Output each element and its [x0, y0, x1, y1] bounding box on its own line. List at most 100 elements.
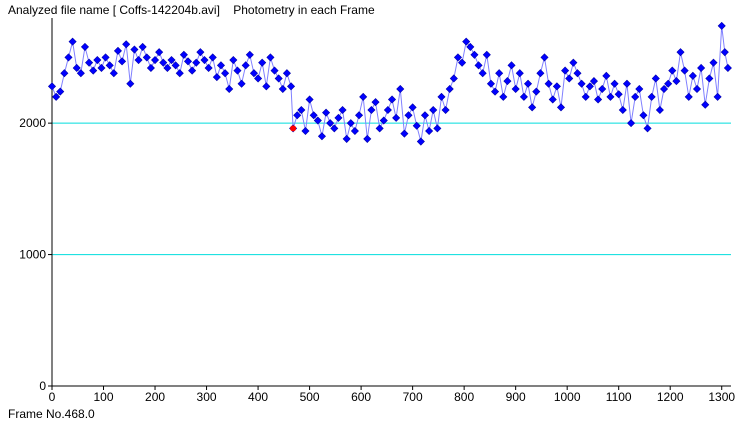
data-point	[270, 66, 279, 75]
data-point	[76, 69, 85, 78]
data-point	[408, 103, 417, 112]
data-point	[688, 71, 697, 80]
data-point	[577, 79, 586, 88]
data-point	[692, 84, 702, 93]
data-point	[412, 121, 421, 130]
data-point	[466, 42, 475, 51]
data-point	[175, 69, 184, 78]
x-tick-label: 1100	[606, 390, 632, 404]
data-point	[371, 98, 380, 107]
y-tick-labels: 0 1000 2000	[19, 116, 46, 393]
data-point	[330, 124, 339, 133]
series-line	[51, 25, 729, 142]
data-point	[664, 79, 673, 88]
data-point	[225, 84, 234, 93]
data-point	[266, 53, 275, 62]
data-point	[404, 111, 413, 120]
data-point	[313, 116, 322, 125]
x-tick-label: 100	[94, 390, 114, 404]
data-point	[142, 53, 151, 62]
data-point	[68, 37, 77, 46]
data-point	[631, 92, 640, 101]
data-point	[52, 92, 61, 101]
data-point	[171, 61, 180, 70]
data-point	[668, 66, 677, 75]
data-point	[109, 69, 118, 78]
data-point	[643, 124, 652, 133]
x-tick-label: 1000	[554, 390, 581, 404]
x-tick-label: 500	[300, 390, 320, 404]
data-point	[651, 74, 660, 83]
data-point	[105, 61, 114, 70]
data-point	[720, 48, 729, 57]
data-point	[458, 58, 467, 67]
data-point	[392, 113, 401, 122]
data-point	[536, 69, 545, 78]
data-point	[342, 134, 351, 143]
data-point	[627, 119, 636, 128]
grid-lines	[52, 122, 731, 256]
data-point	[179, 50, 188, 59]
data-point	[122, 40, 131, 49]
chart-title: Analyzed file name [ Coffs-142204b.avi] …	[8, 3, 375, 17]
x-tick-label: 1300	[708, 390, 735, 404]
data-point	[556, 103, 566, 112]
x-tick-label: 800	[454, 390, 474, 404]
data-point	[155, 48, 164, 57]
data-point	[146, 63, 155, 72]
series-markers	[47, 21, 732, 146]
data-point	[449, 74, 458, 83]
data-point	[528, 103, 537, 112]
data-point	[594, 95, 603, 104]
x-tick-label: 600	[351, 390, 371, 404]
data-point	[93, 56, 102, 65]
data-point	[64, 53, 73, 62]
x-tick-label: 200	[145, 390, 165, 404]
y-tick-label: 2000	[19, 116, 46, 130]
data-point	[565, 74, 574, 83]
x-tick-label: 1200	[657, 390, 684, 404]
highlight-layer	[290, 125, 297, 132]
data-point	[676, 48, 685, 57]
data-point	[441, 105, 450, 115]
current-frame-point	[290, 125, 297, 132]
data-point	[293, 111, 302, 120]
data-point	[85, 58, 94, 67]
y-tick-label: 0	[39, 379, 46, 393]
data-point	[544, 79, 553, 88]
data-point	[130, 45, 139, 54]
data-point	[72, 63, 81, 72]
data-point	[379, 116, 388, 125]
data-point	[622, 79, 631, 88]
x-tick-label: 300	[197, 390, 217, 404]
data-point	[375, 124, 384, 133]
data-point	[635, 84, 644, 93]
x-tick-label: 0	[49, 390, 56, 404]
data-point	[309, 111, 318, 120]
data-point	[126, 79, 135, 88]
data-point	[221, 69, 230, 78]
data-point	[258, 58, 267, 67]
data-point	[705, 74, 714, 83]
data-point	[363, 134, 372, 143]
data-point	[229, 56, 238, 65]
data-point	[274, 74, 283, 83]
data-point	[420, 111, 430, 120]
data-point	[606, 92, 615, 101]
data-point	[598, 84, 607, 93]
data-point	[515, 69, 524, 78]
data-point	[208, 53, 217, 62]
data-point	[305, 95, 314, 104]
data-point	[602, 71, 611, 80]
data-point	[491, 87, 500, 96]
data-point	[713, 92, 722, 101]
data-point	[200, 56, 209, 65]
data-point	[507, 61, 516, 70]
data-point	[196, 48, 205, 57]
series-polyline	[51, 25, 729, 142]
data-point	[717, 21, 726, 30]
data-point	[241, 61, 250, 70]
data-point	[101, 53, 110, 62]
data-point	[589, 77, 598, 86]
